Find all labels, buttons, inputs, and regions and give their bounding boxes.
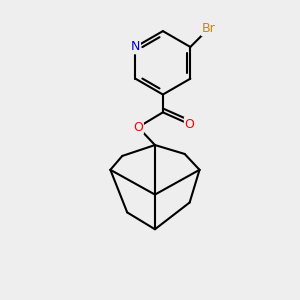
Text: N: N: [131, 40, 140, 53]
Text: Br: Br: [202, 22, 215, 35]
Text: O: O: [185, 118, 195, 131]
Text: O: O: [133, 121, 143, 134]
